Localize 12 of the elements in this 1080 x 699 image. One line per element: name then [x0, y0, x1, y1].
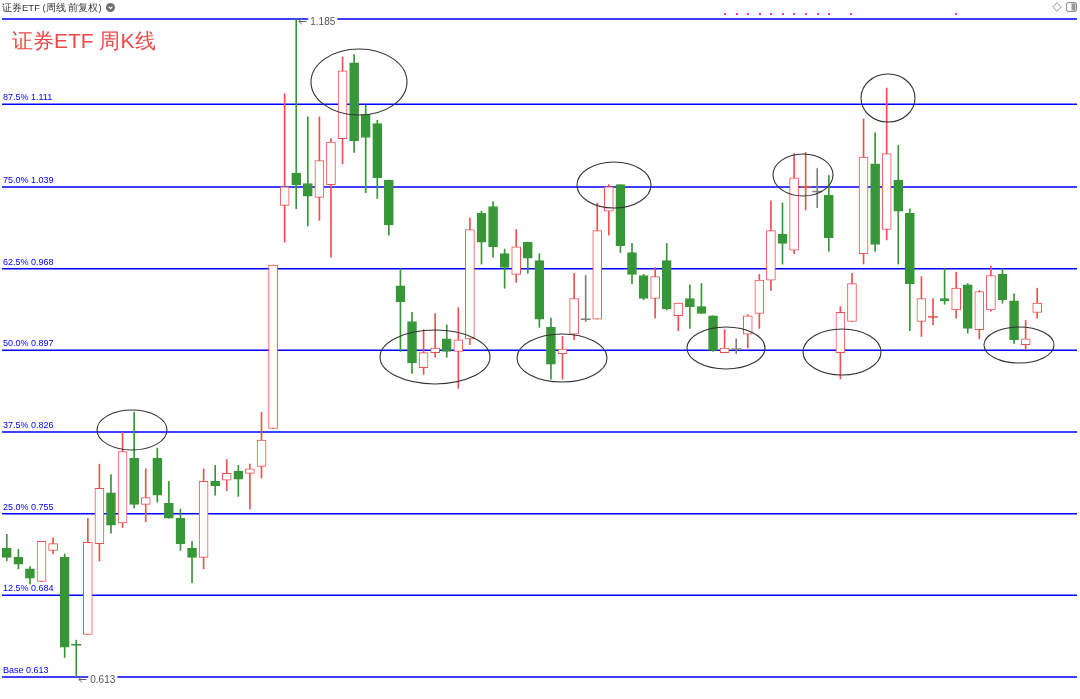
ref-line-label: 87.5% 1.111 [3, 92, 53, 103]
ref-line-label: 75.0% 1.039 [3, 174, 54, 185]
ref-line-label: 50.0% 0.897 [3, 338, 54, 349]
text: 证券ETF 周K线 [12, 28, 156, 53]
ref-line-label: 37.5% 0.826 [3, 419, 54, 430]
annotation: 1.185 [310, 15, 336, 27]
ref-line-label: 12.5% 0.684 [3, 583, 54, 594]
chart-subtitle: 证券ETF (周线 前复权) [2, 0, 102, 14]
ref-line-label: 62.5% 0.968 [3, 256, 54, 267]
ref-line-label: Base 0.613 [3, 664, 49, 675]
annotation: 0.613 [90, 673, 116, 685]
ref-line-label: 25.0% 0.755 [3, 501, 54, 512]
